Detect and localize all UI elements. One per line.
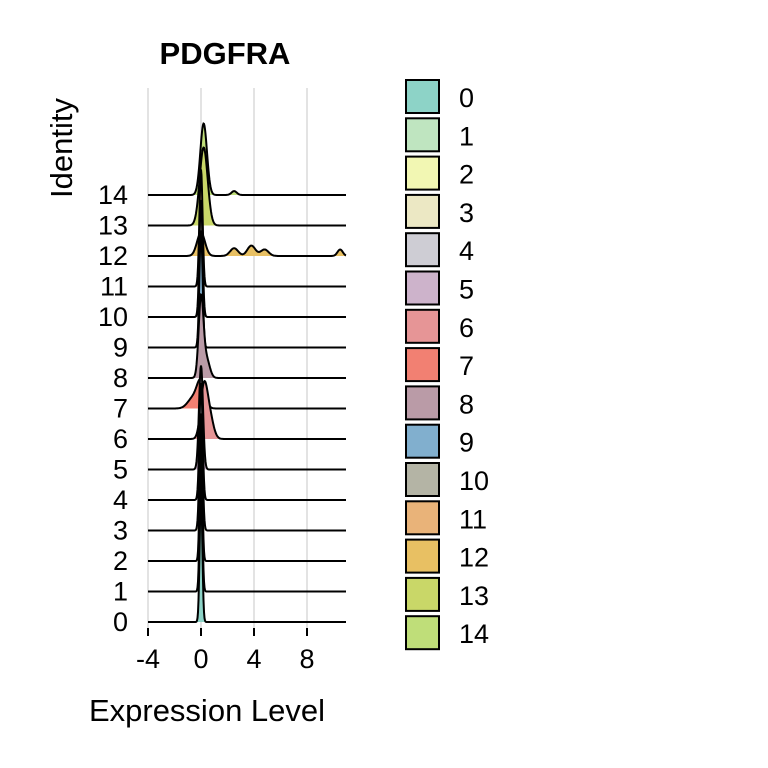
legend-label-14: 14 (459, 619, 489, 649)
ridges (148, 122, 347, 623)
legend-label-10: 10 (459, 466, 489, 496)
legend-label-7: 7 (459, 351, 474, 381)
y-tick-label-8: 8 (113, 363, 128, 393)
legend-swatch-10 (405, 462, 440, 497)
x-tick-label-1: 0 (193, 644, 208, 674)
legend-swatch-13 (405, 576, 440, 612)
legend-label-9: 9 (459, 428, 474, 458)
ridge-9 (148, 230, 346, 349)
legend-item-4: 4 (405, 232, 474, 268)
legend-label-5: 5 (459, 275, 474, 305)
ridge-1 (148, 461, 346, 593)
legend-swatch-11 (405, 500, 440, 536)
ridge-5 (148, 365, 346, 471)
ridge-6 (148, 379, 346, 440)
legend-item-12: 12 (405, 538, 489, 574)
grid-lines (147, 88, 308, 628)
legend-label-2: 2 (459, 160, 474, 190)
ridge-12 (148, 231, 347, 257)
legend-item-2: 2 (405, 155, 474, 191)
chart-title: PDGFRA (160, 36, 291, 71)
legend-label-4: 4 (459, 236, 474, 266)
ridge-2 (148, 430, 346, 562)
y-tick-label-12: 12 (98, 241, 128, 271)
y-tick-label-10: 10 (98, 302, 128, 332)
x-tick-label-3: 8 (299, 644, 314, 674)
legend-label-13: 13 (459, 581, 489, 611)
legend-item-3: 3 (405, 193, 474, 229)
legend-swatch-9 (405, 423, 440, 459)
ridge-7 (148, 377, 346, 410)
legend-label-12: 12 (459, 543, 489, 573)
legend-label-0: 0 (459, 83, 474, 113)
y-tick-label-3: 3 (113, 516, 128, 546)
legend-item-7: 7 (405, 347, 474, 383)
x-tick-label-2: 4 (246, 644, 261, 674)
y-tick-label-13: 13 (98, 211, 128, 241)
y-tick-label-7: 7 (113, 394, 128, 424)
legend-label-11: 11 (459, 504, 487, 534)
y-tick-label-0: 0 (113, 607, 128, 637)
legend-label-8: 8 (459, 389, 474, 419)
legend-item-1: 1 (405, 117, 474, 153)
legend-swatch-3 (405, 193, 440, 229)
y-axis-label: Identity (44, 98, 79, 198)
ridge-11 (148, 169, 346, 288)
y-tick-label-14: 14 (98, 180, 128, 210)
y-tick-label-4: 4 (113, 485, 128, 515)
legend-swatch-8 (405, 385, 440, 421)
ridge-4 (148, 382, 346, 501)
legend-swatch-1 (405, 117, 440, 153)
x-axis: -4 0 4 8 (136, 628, 315, 674)
legend-swatch-7 (405, 347, 440, 383)
legend-item-6: 6 (405, 308, 474, 344)
ridge-14 (148, 122, 346, 196)
legend-item-13: 13 (405, 576, 489, 612)
legend-item-9: 9 (405, 423, 474, 459)
y-tick-label-2: 2 (113, 546, 128, 576)
ridge-3 (148, 413, 346, 532)
x-axis-label: Expression Level (89, 693, 325, 728)
y-tick-label-1: 1 (113, 577, 128, 607)
legend-swatch-14 (405, 615, 440, 651)
legend-swatch-4 (405, 232, 440, 268)
y-tick-label-9: 9 (113, 333, 128, 363)
ridge-13 (148, 146, 346, 227)
legend-label-1: 1 (459, 121, 474, 151)
y-tick-label-5: 5 (113, 455, 128, 485)
ridge-0 (148, 491, 346, 623)
legend-item-0: 0 (405, 79, 474, 114)
legend-swatch-5 (405, 270, 440, 306)
legend-swatch-2 (405, 155, 440, 191)
ridge-8 (148, 292, 346, 379)
y-tick-label-11: 11 (100, 272, 128, 302)
y-tick-label-6: 6 (113, 424, 128, 454)
legend-swatch-6 (405, 308, 440, 344)
legend-item-10: 10 (405, 462, 489, 497)
legend-item-14: 14 (405, 615, 489, 651)
legend-label-6: 6 (459, 313, 474, 343)
legend-item-8: 8 (405, 385, 474, 421)
x-tick-label-0: -4 (136, 644, 160, 674)
legend-label-3: 3 (459, 198, 474, 228)
legend-item-11: 11 (405, 500, 487, 536)
ridge-10 (148, 199, 346, 318)
legend-swatch-12 (405, 538, 440, 574)
legend-swatch-0 (405, 79, 440, 114)
legend-item-5: 5 (405, 270, 474, 306)
